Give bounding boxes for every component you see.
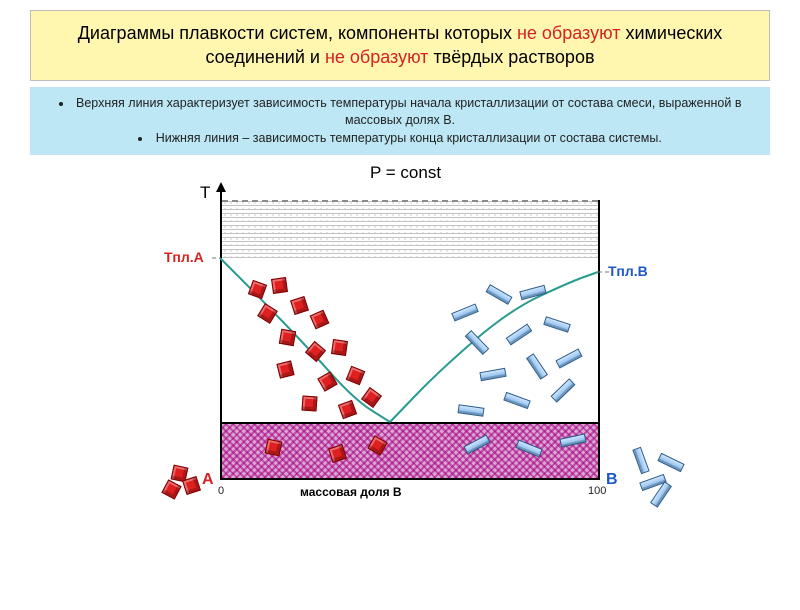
label-a: А: [202, 471, 214, 489]
info-line-1: Верхняя линия характеризует зависимость …: [54, 95, 746, 130]
crystal-a-icon: [271, 277, 288, 294]
info-panel: Верхняя линия характеризует зависимость …: [30, 87, 770, 156]
crystal-a-icon: [331, 339, 348, 356]
title-seg3: твёрдых растворов: [428, 47, 594, 67]
crystal-a-icon: [161, 479, 181, 499]
info-line-2: Нижняя линия – зависимость температуры к…: [54, 130, 746, 148]
label-t-b: Тпл.В: [608, 263, 648, 279]
title-seg1: Диаграммы плавкости систем, компоненты к…: [78, 23, 517, 43]
y-axis-label: T: [200, 183, 210, 203]
crystal-b-icon: [657, 453, 684, 472]
crystal-b-icon: [632, 447, 649, 475]
crystal-a-icon: [182, 476, 201, 495]
x-tick-0: 0: [218, 485, 224, 497]
title-red1: не образуют: [517, 23, 621, 43]
crystal-a-icon: [265, 439, 283, 457]
title-red2: не образуют: [325, 47, 429, 67]
x-tick-100: 100: [588, 485, 606, 497]
x-axis-label: массовая доля В: [300, 485, 402, 499]
liquidus-curves: [220, 190, 600, 480]
crystal-a-icon: [279, 329, 296, 346]
p-const-label: P = const: [370, 163, 441, 183]
label-b: В: [606, 471, 618, 489]
chart-area: [220, 190, 600, 480]
slide-title: Диаграммы плавкости систем, компоненты к…: [30, 10, 770, 81]
label-t-a: Тпл.А: [164, 249, 204, 265]
crystal-a-icon: [301, 396, 317, 412]
phase-diagram: P = const T Тпл.А Тпл.В А В 0 100 массов…: [0, 155, 800, 565]
